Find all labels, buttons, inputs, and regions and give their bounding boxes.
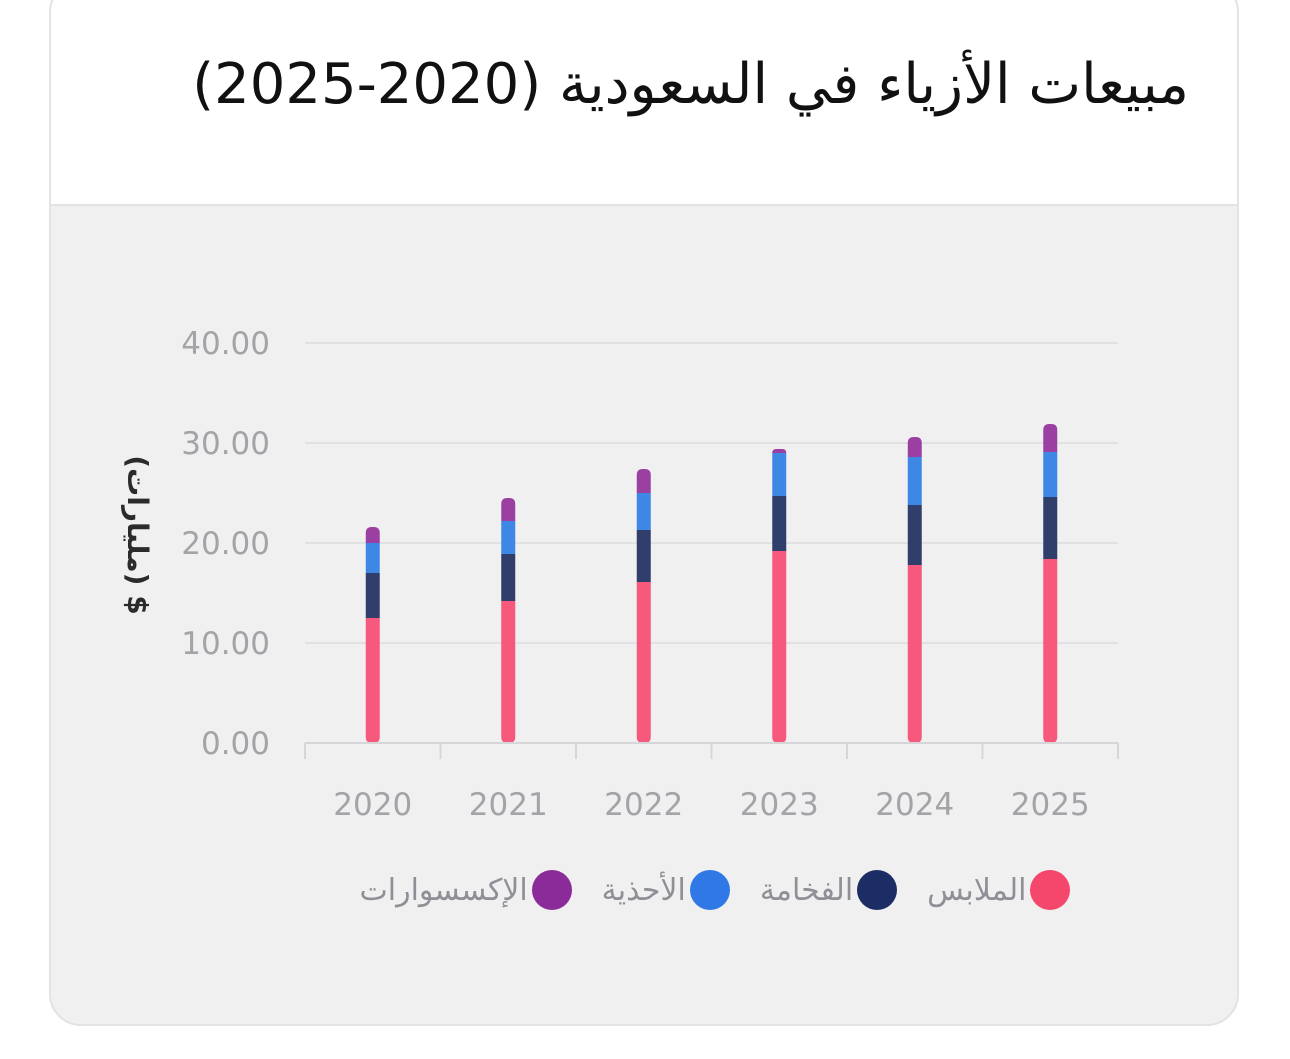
- bar-segment: [907, 437, 922, 457]
- bar-stack-2021: [501, 498, 516, 743]
- y-tick-label: 40.00: [181, 326, 270, 362]
- bar-segment: [907, 457, 922, 505]
- legend-item: الفخامة: [759, 870, 898, 910]
- bar-segment: [772, 551, 787, 743]
- legend-swatch: [531, 870, 572, 910]
- x-tick-label: 2024: [875, 787, 954, 823]
- legend: الملابس الفخامة الأحذية الإكسسوارات: [0, 870, 1290, 910]
- y-tick-label: 0.00: [201, 726, 270, 762]
- bar-stack-2025: [1043, 424, 1058, 743]
- bar-segment: [365, 573, 380, 618]
- bar-segment: [636, 530, 651, 582]
- chart-card: مبيعات الأزياء في السعودية (2020-2025): [49, 0, 1239, 1026]
- bar-segment: [365, 527, 380, 543]
- x-tick-label: 2020: [333, 787, 412, 823]
- x-tick-label: 2022: [604, 787, 683, 823]
- bar-segment: [501, 498, 516, 521]
- bar-segment: [501, 554, 516, 601]
- bar-segment: [772, 453, 787, 496]
- y-axis-label: $ (مليارات): [121, 455, 154, 614]
- y-axis-ticks: 0.00 10.00 20.00 30.00 40.00: [181, 326, 270, 762]
- bar-segment: [772, 496, 787, 551]
- bar-segment: [907, 565, 922, 743]
- bar-segment: [365, 618, 380, 743]
- bars: [365, 424, 1058, 743]
- bar-segment: [501, 601, 516, 743]
- legend-label: الفخامة: [759, 872, 854, 908]
- legend-label: الإكسسوارات: [359, 872, 528, 908]
- bar-segment: [365, 543, 380, 573]
- legend-swatch: [689, 870, 730, 910]
- bar-segment: [501, 521, 516, 554]
- bar-segment: [1043, 452, 1058, 497]
- card-header: مبيعات الأزياء في السعودية (2020-2025): [51, 0, 1237, 206]
- bar-segment: [636, 582, 651, 743]
- bar-stack-2022: [636, 469, 651, 743]
- y-tick-label: 10.00: [181, 626, 270, 662]
- bar-segment: [772, 449, 787, 453]
- bar-segment: [1043, 424, 1058, 452]
- bar-segment: [636, 493, 651, 530]
- bar-segment: [907, 505, 922, 565]
- bar-stack-2020: [365, 527, 380, 743]
- bar-segment: [1043, 497, 1058, 559]
- grid-lines: [305, 342, 1118, 644]
- x-tick-label: 2025: [1011, 787, 1090, 823]
- bar-stack-2024: [907, 437, 922, 743]
- x-tick-label: 2023: [740, 787, 819, 823]
- legend-label: الملابس: [927, 872, 1027, 908]
- bar-segment: [636, 469, 651, 493]
- y-tick-label: 30.00: [181, 426, 270, 462]
- x-axis: 2020 2021 2022 2023 2024 2025: [304, 742, 1119, 823]
- legend-swatch: [1030, 870, 1071, 910]
- legend-label: الأحذية: [601, 872, 686, 908]
- chart-title: مبيعات الأزياء في السعودية (2020-2025): [192, 52, 1189, 117]
- x-tick-label: 2021: [469, 787, 548, 823]
- bar-stack-2023: [772, 449, 787, 743]
- legend-item: الملابس: [927, 870, 1071, 910]
- legend-item: الأحذية: [602, 870, 730, 910]
- legend-item: الإكسسوارات: [360, 870, 572, 910]
- y-tick-label: 20.00: [181, 526, 270, 562]
- bar-segment: [1043, 559, 1058, 743]
- legend-swatch: [857, 870, 898, 910]
